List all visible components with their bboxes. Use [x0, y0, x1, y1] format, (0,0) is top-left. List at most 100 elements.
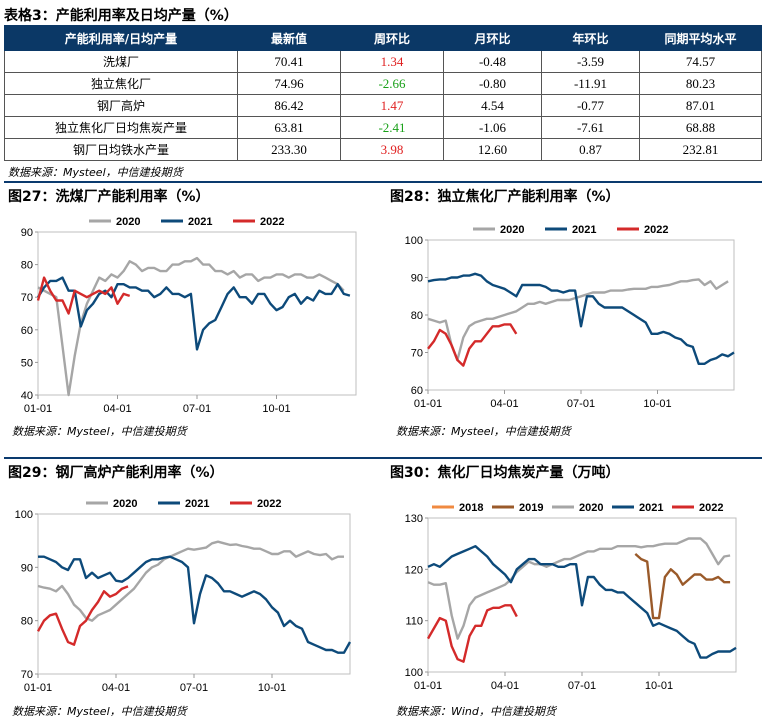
y-tick-label: 120	[405, 564, 423, 576]
chart27-source: 数据来源：Mysteel，中信建投期货	[12, 425, 187, 438]
x-tick-label: 01-01	[414, 398, 442, 410]
cell-avg: 232.81	[639, 138, 762, 161]
x-tick-label: 07-01	[568, 680, 596, 692]
utilization-table: 产能利用率/日均产量 最新值 周环比 月环比 年环比 同期平均水平 洗煤厂 70…	[4, 25, 762, 161]
cell-avg: 68.88	[639, 116, 762, 139]
legend-label-2019: 2019	[519, 502, 543, 514]
header-indicator: 产能利用率/日均产量	[4, 25, 238, 51]
cell-latest: 233.30	[237, 138, 341, 161]
x-tick-label: 01-01	[24, 403, 52, 415]
x-tick-label: 04-01	[102, 682, 130, 694]
legend-label-2022: 2022	[699, 502, 723, 514]
legend-label-2020: 2020	[500, 224, 524, 236]
header-yoy: 年环比	[541, 25, 640, 51]
table-header-row: 产能利用率/日均产量 最新值 周环比 月环比 年环比 同期平均水平	[4, 25, 762, 51]
chart27-svg: 40 50 60 70 80 90 01-01 04-01 07-01 10-01 2020 2021…	[21, 216, 357, 415]
x-tick-label: 07-01	[567, 398, 595, 410]
chart28-source: 数据来源：Mysteel，中信建投期货	[396, 425, 571, 438]
cell-wow: -2.41	[340, 116, 444, 139]
cell-wow: 3.98	[340, 138, 444, 161]
y-tick-label: 90	[21, 562, 33, 574]
y-tick-label: 70	[21, 292, 33, 304]
y-tick-label: 70	[21, 669, 33, 681]
series-line-2022	[36, 276, 131, 315]
y-tick-label: 110	[405, 616, 423, 628]
y-tick-label: 60	[411, 385, 423, 397]
x-tick-label: 07-01	[180, 682, 208, 694]
series-line-2021	[427, 545, 737, 659]
cell-avg: 87.01	[639, 94, 762, 117]
chart30-title: 图30：焦化厂日均焦炭产量（万吨）	[390, 465, 620, 481]
y-tick-label: 130	[405, 513, 423, 525]
legend-label-2020: 2020	[579, 502, 603, 514]
cell-yoy: -7.61	[541, 116, 640, 139]
x-tick-label: 10-01	[645, 680, 673, 692]
cell-mom: 4.54	[443, 94, 542, 117]
row-label: 洗煤厂	[4, 50, 238, 73]
y-tick-label: 50	[21, 357, 33, 369]
cell-wow: -2.66	[340, 72, 444, 95]
header-avg: 同期平均水平	[639, 25, 762, 51]
series-line-2021	[36, 276, 351, 351]
series-line-2020	[427, 537, 731, 640]
legend-label-2021: 2021	[639, 502, 663, 514]
plot-area	[427, 239, 735, 391]
cell-yoy: -11.91	[541, 72, 640, 95]
x-tick-label: 10-01	[258, 682, 286, 694]
cell-yoy: -0.77	[541, 94, 640, 117]
y-tick-label: 80	[411, 310, 423, 322]
cell-latest: 74.96	[237, 72, 341, 95]
section-divider	[4, 457, 762, 459]
row-label: 钢厂高炉	[4, 94, 238, 117]
legend-label-2020: 2020	[116, 216, 140, 228]
y-tick-label: 60	[21, 325, 33, 337]
legend-label-2021: 2021	[185, 498, 209, 510]
series-line-2020	[427, 278, 729, 362]
x-tick-label: 04-01	[103, 403, 131, 415]
legend-label-2020: 2020	[113, 498, 137, 510]
table-row: 钢厂日均铁水产量 233.30 3.98 12.60 0.87 232.81	[4, 138, 762, 161]
x-tick-label: 10-01	[262, 403, 290, 415]
chart27-title: 图27：洗煤厂产能利用率（%）	[8, 189, 210, 205]
series-line-2022	[36, 585, 129, 646]
cell-mom: 12.60	[443, 138, 542, 161]
cell-wow: 1.34	[340, 50, 444, 73]
x-tick-label: 01-01	[414, 680, 442, 692]
cell-avg: 80.23	[639, 72, 762, 95]
chart29-title: 图29：钢厂高炉产能利用率（%）	[8, 465, 224, 481]
cell-yoy: -3.59	[541, 50, 640, 73]
legend-label-2021: 2021	[188, 216, 212, 228]
legend-label-2022: 2022	[644, 224, 668, 236]
chart29-source: 数据来源：Mysteel，中信建投期货	[12, 705, 187, 718]
series-line-2020	[37, 256, 345, 397]
table-source: 数据来源：Mysteel，中信建投期货	[8, 166, 183, 179]
chart28-title: 图28：独立焦化厂产能利用率（%）	[390, 189, 620, 205]
series-line-2021	[38, 555, 352, 654]
table-title: 表格3：产能利用率及日均产量（%）	[4, 8, 238, 24]
series-line-2022	[427, 323, 518, 367]
series-line-2022	[426, 604, 518, 663]
header-wow: 周环比	[340, 25, 444, 51]
y-tick-label: 100	[15, 509, 33, 521]
cell-latest: 63.81	[237, 116, 341, 139]
y-tick-label: 80	[21, 616, 33, 628]
chart30-source: 数据来源：Wind，中信建投期货	[396, 705, 556, 718]
y-tick-label: 80	[21, 260, 33, 272]
legend-label-2021: 2021	[572, 224, 596, 236]
plot-area	[37, 513, 351, 675]
series-line-2021	[427, 272, 735, 366]
plot-area	[427, 517, 737, 673]
legend-label-2022: 2022	[260, 216, 284, 228]
table-row: 独立焦化厂日均焦炭产量 63.81 -2.41 -1.06 -7.61 68.8…	[4, 116, 762, 139]
cell-latest: 86.42	[237, 94, 341, 117]
x-tick-label: 01-01	[24, 682, 52, 694]
cell-mom: -1.06	[443, 116, 542, 139]
table-row: 洗煤厂 70.41 1.34 -0.48 -3.59 74.57	[4, 50, 762, 73]
chart29-svg: 70 80 90 100 01-01 04-01 07-01 10-01 2020 2021 202…	[15, 498, 352, 694]
cell-wow: 1.47	[340, 94, 444, 117]
y-tick-label: 70	[411, 348, 423, 360]
series-line-2020	[37, 540, 344, 622]
chart28-svg: 60 70 80 90 100 01-01 04-01 07-01 10-01 2020 2021 2…	[405, 224, 735, 410]
row-label: 钢厂日均铁水产量	[4, 138, 238, 161]
y-tick-label: 100	[405, 235, 423, 247]
